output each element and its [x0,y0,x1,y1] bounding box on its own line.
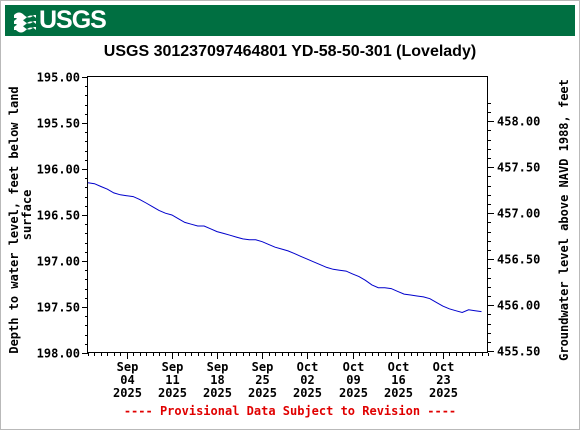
x-tick-label: Sep [207,360,229,374]
x-tick-label: 25 [255,373,269,387]
x-tick-label: 2025 [339,386,368,400]
left-axis-title: Depth to water level, feet below land [7,86,21,353]
left-tick-label: 197.50 [37,301,80,315]
right-tick-label: 458.00 [497,115,540,129]
x-tick-label: Oct [433,360,455,374]
right-tick-label: 456.50 [497,253,540,267]
chart-title: USGS 301237097464801 YD-58-50-301 (Lovel… [103,43,477,60]
x-tick-label: Sep [162,360,184,374]
plot-area [87,76,488,353]
left-tick-label: 196.00 [37,163,80,177]
left-axis: 195.00 195.50 196.00 196.50 197.00 197.50 198.… [37,71,88,361]
right-axis: 458.00 457.50 457.00 456.50 456.00 455.50 [488,103,540,359]
x-tick-label: 2025 [158,386,187,400]
usgs-logo-text: USGS [39,6,107,34]
x-tick-label: 18 [210,373,224,387]
x-tick-label: Sep [252,360,274,374]
left-tick-label: 195.00 [37,71,80,85]
x-tick-label: 2025 [113,386,142,400]
right-tick-label: 457.00 [497,207,540,221]
left-axis-title-line2: surface [20,190,34,241]
left-tick-label: 198.00 [37,347,80,361]
left-tick-label: 197.00 [37,255,80,269]
x-tick-label: 02 [300,373,314,387]
x-tick-label: Oct [343,360,365,374]
usgs-banner: USGS [5,5,575,36]
provisional-data-note: ---- Provisional Data Subject to Revisio… [123,404,457,418]
x-tick-label: Sep [117,360,139,374]
right-tick-label: 455.50 [497,345,540,359]
usgs-logo[interactable]: USGS [13,6,107,34]
x-tick-label: 23 [436,373,450,387]
x-tick-label: 2025 [248,386,277,400]
series-layer [87,182,482,314]
x-tick-label: 2025 [203,386,232,400]
right-tick-label: 457.50 [497,161,540,175]
right-axis-title: Groundwater level above NAVD 1988, feet [557,79,571,361]
x-tick-label: 11 [165,373,179,387]
water-level-series-line [87,182,482,314]
x-tick-label: 2025 [429,386,458,400]
usgs-wave-icon [14,12,36,32]
x-tick-label: 16 [391,373,405,387]
x-tick-label: Oct [297,360,319,374]
x-axis: Sep042025Sep112025Sep182025Sep252025Oct0… [88,353,489,400]
left-tick-label: 196.50 [37,209,80,223]
right-tick-label: 456.00 [497,299,540,313]
x-tick-label: 09 [346,373,360,387]
x-tick-label: 04 [120,373,134,387]
x-tick-label: Oct [388,360,410,374]
left-tick-label: 195.50 [37,117,80,131]
x-tick-label: 2025 [293,386,322,400]
x-tick-label: 2025 [384,386,413,400]
